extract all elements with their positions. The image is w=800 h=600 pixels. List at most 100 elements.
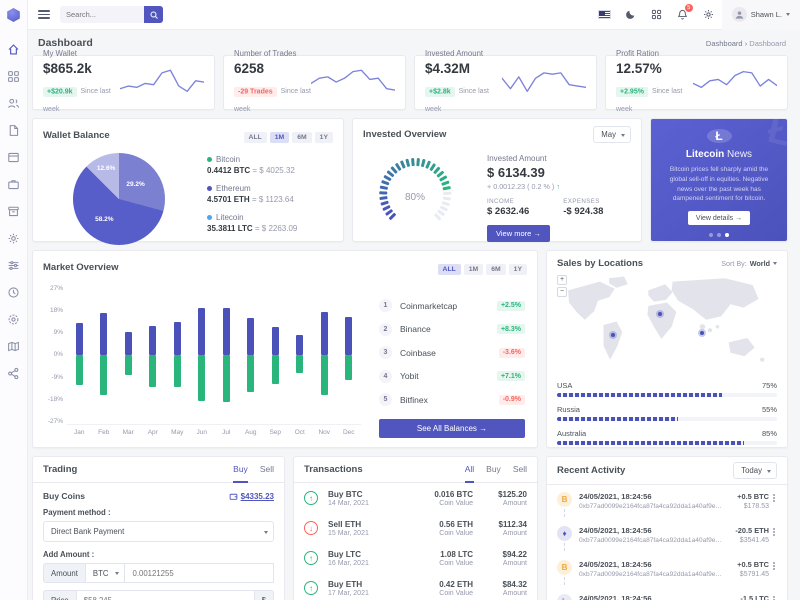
- sort-by-select[interactable]: Sort By: World: [721, 259, 777, 268]
- dark-mode-button[interactable]: [618, 0, 644, 30]
- bar-group-apr: [141, 285, 166, 424]
- coin-row[interactable]: 4 Yobit +7.1%: [379, 369, 525, 383]
- tab-sell[interactable]: Sell: [259, 464, 274, 474]
- currency-select[interactable]: BTC: [85, 563, 126, 583]
- user-menu[interactable]: Shawn L.: [721, 0, 800, 30]
- view-details-button[interactable]: View details →: [687, 211, 751, 225]
- amount-addon: Amount: [43, 563, 86, 583]
- carousel-dot[interactable]: [725, 233, 729, 237]
- language-flag-button[interactable]: [592, 0, 618, 30]
- wallet-balance-link[interactable]: $4335.23: [229, 492, 274, 501]
- sidebar-item-gear[interactable]: [0, 225, 28, 252]
- notifications-button[interactable]: 5: [670, 0, 696, 30]
- rank-badge: 1: [379, 299, 392, 312]
- sidebar-item-file[interactable]: [0, 117, 28, 144]
- sidebar-item-users[interactable]: [0, 90, 28, 117]
- transaction-row[interactable]: ↑ Buy LTC 16 Mar, 2021 1.08 LTC Coin Value…: [294, 543, 537, 573]
- tab-sell[interactable]: Sell: [512, 464, 527, 474]
- view-more-button[interactable]: View more →: [487, 225, 550, 242]
- sidebar-item-archive[interactable]: [0, 198, 28, 225]
- coin-row[interactable]: 3 Coinbase -3.6%: [379, 346, 525, 359]
- map-zoom-out-button[interactable]: −: [557, 287, 567, 297]
- kebab-menu-icon[interactable]: [769, 560, 779, 585]
- tab-buy[interactable]: Buy: [486, 464, 501, 474]
- stat-badge: -29 Trades: [234, 86, 277, 97]
- settings-button[interactable]: [696, 0, 722, 30]
- brand-logo-icon[interactable]: [7, 8, 20, 22]
- range-1m-button[interactable]: 1M: [269, 132, 290, 143]
- coin-row[interactable]: 5 Bitfinex -0.9%: [379, 393, 525, 406]
- stat-card-number-of-trades: Number of Trades 6258 -29 Trades Since la…: [223, 49, 406, 113]
- activity-row[interactable]: Ł 24/05/2021, 18:24:56 -1.5 LTC: [547, 587, 787, 600]
- search-input[interactable]: [60, 6, 144, 23]
- sidebar-item-layout[interactable]: [0, 144, 28, 171]
- rank-badge: 2: [379, 322, 392, 336]
- transaction-row[interactable]: ↑ Buy BTC 14 Mar, 2021 0.016 BTC Coin Valu…: [294, 483, 537, 513]
- coin-row[interactable]: 2 Binance +8.3%: [379, 322, 525, 336]
- range-all-button[interactable]: ALL: [243, 132, 267, 143]
- arrow-up-circle-icon: ↑: [304, 581, 318, 595]
- map-zoom-in-button[interactable]: +: [557, 275, 567, 285]
- sidebar-item-sliders[interactable]: [0, 252, 28, 279]
- sidebar-item-clock[interactable]: [0, 279, 28, 306]
- sparkline-chart: [693, 70, 777, 88]
- apps-menu-button[interactable]: [644, 0, 670, 30]
- sidebar-item-share[interactable]: [0, 360, 28, 387]
- stat-value: $4.32M: [425, 61, 471, 76]
- kebab-menu-icon[interactable]: [769, 492, 779, 517]
- stat-label: Number of Trades: [234, 49, 297, 58]
- payment-method-select[interactable]: Direct Bank Payment: [43, 521, 274, 542]
- carousel-dot[interactable]: [717, 233, 721, 237]
- activity-row[interactable]: B 24/05/2021, 18:24:56 0xb77ad0099e2164fc…: [547, 553, 787, 587]
- card-title: Transactions: [304, 464, 363, 475]
- sidebar-item-home[interactable]: [0, 36, 28, 63]
- bar-group-feb: [92, 285, 117, 424]
- card-title: Wallet Balance: [43, 129, 110, 141]
- range-1m-button[interactable]: 1M: [463, 264, 484, 275]
- amount-input[interactable]: [125, 563, 274, 583]
- stat-card-invested-amount: Invested Amount $4.32M +$2.8k Since last …: [414, 49, 597, 113]
- tab-buy[interactable]: Buy: [233, 464, 248, 483]
- sidebar-item-apps-grid[interactable]: [0, 63, 28, 90]
- sidebar-item-map[interactable]: [0, 333, 28, 360]
- bitcoin-icon: B: [557, 492, 572, 507]
- arrow-up-circle-icon: ↑: [304, 491, 318, 505]
- bitcoin-icon: B: [557, 560, 572, 575]
- wallet-balance-pie-chart: [73, 153, 165, 245]
- range-6m-button[interactable]: 6M: [486, 264, 506, 275]
- price-input[interactable]: [76, 590, 255, 600]
- see-all-balances-button[interactable]: See All Balances →: [379, 418, 525, 438]
- kebab-menu-icon[interactable]: [769, 594, 779, 600]
- activity-row[interactable]: ♦ 24/05/2021, 18:24:56 0xb77ad0099e2164fc…: [547, 519, 787, 553]
- add-amount-label: Add Amount :: [43, 550, 95, 559]
- breadcrumb-parent[interactable]: Dashboard: [705, 38, 743, 48]
- expenses-block: EXPENSES -$ 924.38: [563, 198, 604, 217]
- kebab-menu-icon[interactable]: [769, 526, 779, 551]
- carousel-dot[interactable]: [709, 233, 713, 237]
- transaction-row[interactable]: ↓ Sell ETH 15 Mar, 2021 0.56 ETH Coin Valu…: [294, 513, 537, 543]
- bell-icon: [678, 9, 688, 20]
- search-button[interactable]: [144, 6, 163, 23]
- range-6m-button[interactable]: 6M: [292, 132, 312, 143]
- wallet-icon: [229, 493, 237, 500]
- legend-item-ethereum: Ethereum 4.5701 ETH = $ 1123.64: [207, 184, 294, 204]
- sidebar-item-briefcase[interactable]: [0, 171, 28, 198]
- sidebar: [0, 0, 28, 600]
- tab-all[interactable]: All: [464, 464, 475, 483]
- sidebar-item-settings[interactable]: [0, 306, 28, 333]
- pie-slice-label: 29.2%: [126, 180, 145, 188]
- range-1y-button[interactable]: 1Y: [314, 132, 333, 143]
- activity-row[interactable]: B 24/05/2021, 18:24:56 0xb77ad0099e2164fc…: [547, 485, 787, 519]
- change-badge: +7.1%: [496, 371, 525, 381]
- breadcrumb: Dashboard › Dashboard: [706, 39, 788, 48]
- period-select[interactable]: Today: [733, 462, 777, 479]
- hamburger-menu-icon[interactable]: [38, 8, 50, 21]
- stat-card-my-wallet: My Wallet $865.2k +$20.9k Since last week: [32, 49, 215, 113]
- transaction-row[interactable]: ↑ Buy ETH 17 Mar, 2021 0.42 ETH Coin Value…: [294, 573, 537, 600]
- range-all-button[interactable]: ALL: [437, 264, 461, 275]
- bar-group-may: [165, 285, 190, 424]
- month-select[interactable]: May: [593, 126, 631, 143]
- coin-row[interactable]: 1 Coinmarketcap +2.5%: [379, 299, 525, 312]
- range-1y-button[interactable]: 1Y: [508, 264, 527, 275]
- sales-by-locations-card: Sales by Locations Sort By: World + −: [546, 250, 788, 448]
